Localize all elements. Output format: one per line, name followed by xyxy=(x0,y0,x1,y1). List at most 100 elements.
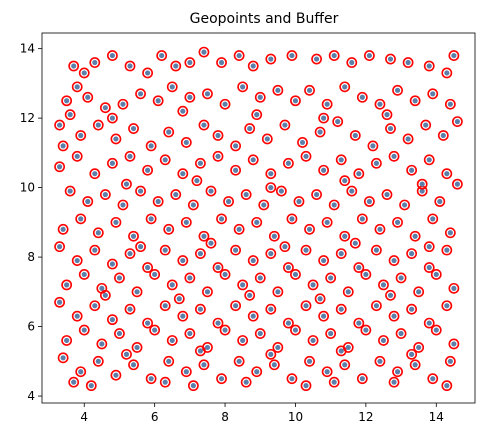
buffer-circle xyxy=(85,380,97,392)
data-point xyxy=(54,296,66,308)
data-point xyxy=(388,376,400,388)
data-point xyxy=(307,335,319,346)
data-point xyxy=(187,380,199,392)
buffer-circle xyxy=(159,376,171,388)
buffer-circle xyxy=(420,119,432,131)
data-point xyxy=(311,189,322,200)
data-point xyxy=(311,53,322,65)
geopoint-marker xyxy=(222,327,228,333)
data-point xyxy=(89,57,101,68)
geopoint-marker xyxy=(430,216,436,222)
geopoint-marker xyxy=(412,98,418,104)
geopoint-marker xyxy=(345,344,351,351)
data-point xyxy=(265,182,277,194)
buffer-circle xyxy=(163,355,175,367)
buffer-circle xyxy=(124,150,136,162)
geopoint-marker xyxy=(359,216,365,222)
buffer-circle xyxy=(406,348,418,360)
buffer-circle xyxy=(293,196,305,207)
data-point xyxy=(272,84,284,96)
geopoint-marker xyxy=(306,87,313,93)
data-point xyxy=(180,366,192,378)
data-point xyxy=(107,258,118,270)
buffer-circle xyxy=(423,60,435,72)
geopoint-marker xyxy=(292,271,299,278)
buffer-circle xyxy=(339,359,351,371)
geopoint-marker xyxy=(204,344,211,351)
data-point xyxy=(68,60,80,72)
geopoint-marker xyxy=(426,63,432,69)
data-point xyxy=(441,168,453,180)
data-point xyxy=(124,60,136,72)
geopoint-marker xyxy=(222,101,228,107)
geopoint-marker xyxy=(148,216,154,222)
buffer-circle xyxy=(311,53,322,65)
buffer-circle xyxy=(142,262,154,273)
data-point xyxy=(272,342,284,353)
data-point xyxy=(392,216,403,228)
buffer-circle xyxy=(64,109,76,121)
buffer-circle xyxy=(265,248,277,260)
data-point xyxy=(244,123,256,134)
buffer-circle xyxy=(187,380,199,392)
geopoint-marker xyxy=(233,167,239,173)
geopoint-marker xyxy=(451,52,457,59)
buffer-circle xyxy=(230,244,242,256)
buffer-circle xyxy=(216,213,227,225)
buffer-circle xyxy=(184,328,196,339)
geopoint-marker xyxy=(127,153,133,159)
data-point xyxy=(300,300,312,312)
data-point xyxy=(230,244,242,256)
data-point xyxy=(85,380,97,392)
buffer-circle xyxy=(371,157,382,169)
buffer-circle xyxy=(356,91,368,103)
data-point xyxy=(195,248,206,260)
buffer-circle xyxy=(360,269,372,280)
buffer-circle xyxy=(152,95,164,107)
buffer-circle xyxy=(240,376,252,388)
buffer-circle xyxy=(114,328,125,339)
buffer-circle xyxy=(92,227,104,239)
geopoint-marker xyxy=(373,303,380,309)
data-point xyxy=(441,300,453,312)
geopoint-marker xyxy=(289,216,295,222)
buffer-circle xyxy=(99,189,111,200)
geopoint-marker xyxy=(183,219,189,225)
buffer-circle xyxy=(451,116,463,127)
geopoint-marker xyxy=(257,94,263,100)
buffer-circle xyxy=(82,91,94,103)
geopoint-marker xyxy=(437,198,443,205)
data-point xyxy=(381,109,393,121)
geopoint-marker xyxy=(67,188,73,194)
data-point xyxy=(124,248,136,260)
buffer-circle xyxy=(437,130,449,141)
geopoint-marker xyxy=(409,251,415,257)
buffer-circle xyxy=(304,223,315,235)
geopoint-marker xyxy=(190,202,196,208)
data-point xyxy=(378,335,389,346)
geopoint-marker xyxy=(233,143,239,149)
data-point xyxy=(114,328,125,339)
geopoint-marker xyxy=(275,87,281,93)
geopoint-marker xyxy=(303,383,309,389)
buffer-circle xyxy=(406,248,418,260)
buffer-circle xyxy=(166,81,178,93)
data-point xyxy=(434,196,446,207)
buffer-circle xyxy=(173,293,185,305)
buffer-circle xyxy=(332,116,344,127)
data-point xyxy=(416,178,428,190)
data-point xyxy=(99,189,111,200)
geopoint-marker xyxy=(321,167,327,173)
buffer-circle xyxy=(180,216,192,228)
buffer-circle xyxy=(363,196,375,207)
geopoint-marker xyxy=(81,70,87,76)
geopoint-marker xyxy=(317,296,323,302)
geopoint-marker xyxy=(166,358,172,364)
data-point xyxy=(92,227,104,239)
data-point xyxy=(437,130,449,141)
data-point xyxy=(261,133,273,145)
data-point xyxy=(448,338,460,350)
geopoint-marker xyxy=(67,112,73,118)
buffer-circle xyxy=(353,168,365,180)
data-point xyxy=(451,116,463,127)
